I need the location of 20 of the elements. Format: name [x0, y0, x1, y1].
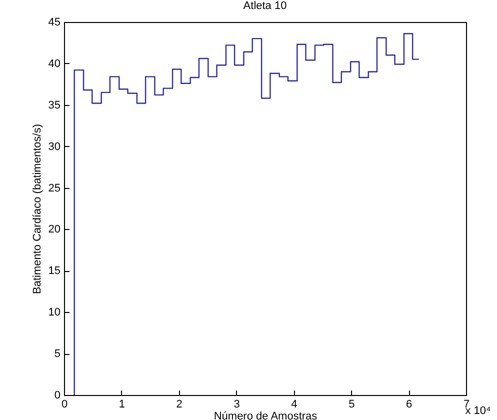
y-tick-label: 45	[48, 16, 60, 28]
x-tick-label: 4	[291, 398, 298, 410]
x-tick-label: 6	[406, 398, 412, 410]
y-axis-title: Batimento Cardíaco (batimentos/s)	[31, 124, 44, 294]
y-tick-label: 15	[48, 265, 60, 278]
x-axis-title: Número de Amostras	[214, 410, 318, 420]
y-tick-label: 5	[54, 348, 60, 360]
y-tick-label: 10	[48, 306, 60, 319]
y-tick-label: 25	[48, 182, 60, 194]
y-tick-label: 40	[48, 58, 60, 70]
chart-title: Atleta 10	[243, 0, 287, 12]
y-tick-label: 35	[48, 99, 60, 112]
x-tick-label: 5	[348, 398, 355, 410]
text: x 10⁴	[465, 405, 492, 417]
x-tick-label: 3	[234, 398, 240, 410]
y-tick-label: 0	[54, 390, 60, 402]
y-tick-label: 30	[48, 140, 60, 153]
x-tick-label: 1	[118, 398, 125, 410]
x-tick-label: 2	[176, 398, 182, 410]
y-tick-label: 20	[48, 224, 60, 236]
